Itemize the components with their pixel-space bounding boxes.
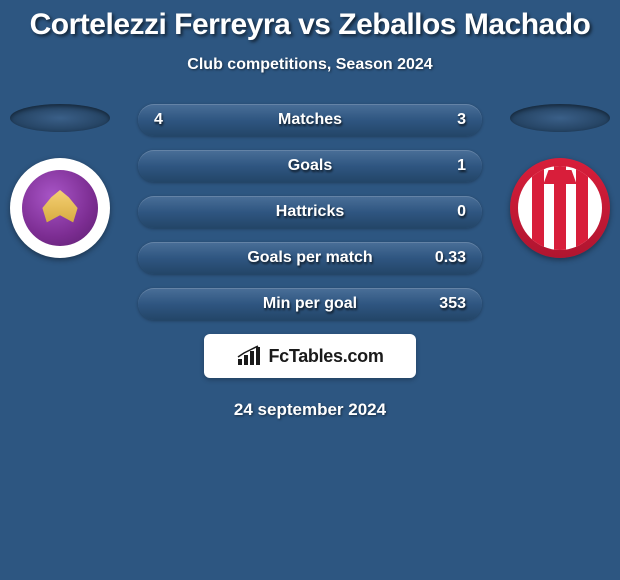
stat-right-value: 3 bbox=[426, 111, 466, 129]
player-right-column bbox=[500, 104, 620, 258]
player-right-photo-placeholder bbox=[510, 104, 610, 132]
stat-label: Goals bbox=[288, 157, 332, 175]
club-badge-right-inner bbox=[518, 166, 602, 250]
stat-label: Goals per match bbox=[247, 249, 372, 267]
club-badge-right-stripe bbox=[532, 166, 544, 250]
brand-box: FcTables.com bbox=[204, 334, 416, 378]
stat-row: 4 Matches 3 bbox=[138, 104, 482, 136]
player-left-photo-placeholder bbox=[10, 104, 110, 132]
stat-left-value: 4 bbox=[154, 111, 194, 129]
club-badge-left bbox=[10, 158, 110, 258]
stat-right-value: 0.33 bbox=[426, 249, 466, 267]
subtitle: Club competitions, Season 2024 bbox=[0, 56, 620, 74]
stat-row: Hattricks 0 bbox=[138, 196, 482, 228]
club-badge-right bbox=[510, 158, 610, 258]
comparison-content: 4 Matches 3 Goals 1 Hattricks 0 Goals pe… bbox=[0, 104, 620, 420]
club-badge-right-stripe bbox=[576, 166, 588, 250]
stat-right-value: 0 bbox=[426, 203, 466, 221]
footer-date: 24 september 2024 bbox=[0, 400, 620, 420]
stat-row: Goals 1 bbox=[138, 150, 482, 182]
club-badge-right-stripe bbox=[554, 166, 566, 250]
stat-right-value: 353 bbox=[426, 295, 466, 313]
club-badge-left-emblem bbox=[38, 190, 82, 226]
stats-list: 4 Matches 3 Goals 1 Hattricks 0 Goals pe… bbox=[138, 104, 482, 320]
stat-label: Hattricks bbox=[276, 203, 344, 221]
club-badge-left-inner bbox=[22, 170, 98, 246]
brand-text: FcTables.com bbox=[268, 346, 383, 367]
page-title: Cortelezzi Ferreyra vs Zeballos Machado bbox=[0, 0, 620, 42]
stat-row: Goals per match 0.33 bbox=[138, 242, 482, 274]
chart-icon bbox=[236, 345, 262, 367]
stat-row: Min per goal 353 bbox=[138, 288, 482, 320]
stat-label: Matches bbox=[278, 111, 342, 129]
stat-label: Min per goal bbox=[263, 295, 357, 313]
player-left-column bbox=[0, 104, 120, 258]
stat-right-value: 1 bbox=[426, 157, 466, 175]
